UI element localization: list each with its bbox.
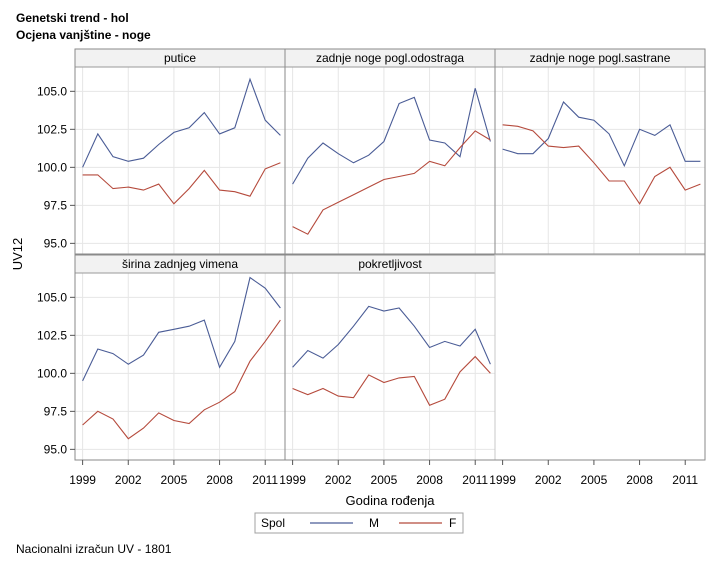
x-tick-label: 1999 [489,473,516,487]
panel-title: putice [164,51,196,65]
y-tick-label: 100.0 [37,160,67,174]
y-tick-label: 102.5 [37,122,67,136]
panel-header [75,49,285,67]
x-tick-label: 2002 [115,473,142,487]
panel-frame [284,254,496,461]
series-line-m [292,88,491,185]
legend-label-f: F [449,516,456,530]
panel-header [285,255,495,273]
panel-title: pokretljivost [358,257,422,271]
x-tick-label: 1999 [69,473,96,487]
chart-title: Genetski trend - hol [16,11,129,25]
x-tick-label: 2008 [206,473,233,487]
panel-title: zadnje noge pogl.odostraga [316,51,464,65]
panel-header [75,255,285,273]
series-line-f [292,130,491,235]
footnote: Nacionalni izračun UV - 1801 [16,542,172,556]
y-tick-label: 95.0 [44,236,68,250]
series-line-m [292,305,491,368]
y-tick-label: 97.5 [44,404,68,418]
x-tick-label: 2011 [672,473,698,487]
y-tick-label: 105.0 [37,290,67,304]
chart-subtitle: Ocjena vanjštine - noge [16,28,151,42]
y-tick-label: 95.0 [44,442,68,456]
x-tick-label: 2005 [371,473,398,487]
y-tick-label: 105.0 [37,84,67,98]
series-line-f [502,124,701,205]
panel-header [495,49,705,67]
panel-title: zadnje noge pogl.sastrane [530,51,671,65]
x-tick-label: 2008 [626,473,653,487]
y-tick-label: 97.5 [44,198,68,212]
series-line-m [82,276,281,382]
series-line-f [292,355,491,406]
legend-title: Spol [261,516,285,530]
panel-frame [74,48,286,255]
series-line-m [502,101,701,168]
series-line-m [82,77,281,168]
panel-header [285,49,495,67]
grid-frame [74,48,706,461]
series-line-f [82,319,281,440]
panel-frame [494,254,706,461]
panel-title: širina zadnjeg vimena [122,257,238,271]
y-tick-label: 102.5 [37,328,67,342]
y-tick-label: 100.0 [37,366,67,380]
x-tick-label: 2005 [161,473,188,487]
x-tick-label: 2002 [325,473,352,487]
panel-frame [284,48,496,255]
x-axis-label: Godina rođenja [346,493,436,508]
x-tick-label: 1999 [279,473,306,487]
legend-label-m: M [369,516,379,530]
x-tick-label: 2008 [416,473,443,487]
panel-frame [494,48,706,255]
y-axis-label: UV12 [10,238,25,271]
legend-box [254,512,464,534]
x-tick-label: 2011 [252,473,278,487]
x-tick-label: 2011 [462,473,488,487]
series-line-f [82,162,281,205]
x-tick-label: 2002 [535,473,562,487]
x-tick-label: 2005 [581,473,608,487]
